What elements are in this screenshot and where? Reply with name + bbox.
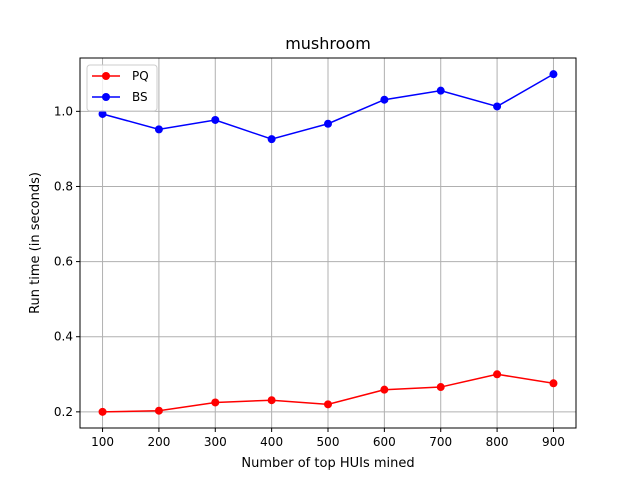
legend-marker-pq: [102, 72, 110, 80]
y-axis-label: Run time (in seconds): [28, 172, 43, 314]
y-tick-label: 1.0: [54, 104, 73, 118]
data-point-pq: [211, 398, 220, 407]
data-point-bs: [549, 70, 558, 79]
y-axis-ticks: 0.2 0.4 0.6 0.8 1.0: [54, 104, 80, 419]
data-point-pq: [380, 385, 389, 394]
data-point-bs: [436, 86, 445, 95]
x-tick-label: 100: [91, 435, 114, 449]
data-point-pq: [436, 383, 445, 392]
grid-lines: [80, 58, 576, 428]
x-tick-label: 300: [204, 435, 227, 449]
x-tick-label: 800: [486, 435, 509, 449]
data-point-pq: [493, 370, 502, 379]
data-point-pq: [267, 396, 276, 405]
chart-title: mushroom: [285, 34, 371, 53]
legend-marker-bs: [102, 93, 110, 101]
data-point-bs: [211, 115, 220, 124]
y-tick-label: 0.6: [54, 255, 73, 269]
x-tick-label: 700: [429, 435, 452, 449]
data-point-bs: [324, 119, 332, 128]
legend: PQ BS: [86, 64, 158, 112]
legend-label-bs: BS: [132, 90, 148, 104]
y-tick-label: 0.2: [54, 405, 73, 419]
x-axis-label: Number of top HUIs mined: [241, 456, 414, 471]
x-axis-ticks: 100 200 300 400 500 600 700 800 900: [91, 428, 565, 449]
data-point-pq: [154, 406, 163, 415]
data-point-bs: [267, 135, 276, 144]
x-tick-label: 900: [542, 435, 565, 449]
x-tick-label: 200: [147, 435, 170, 449]
data-point-pq: [324, 400, 332, 409]
x-tick-label: 600: [373, 435, 396, 449]
x-tick-label: 400: [260, 435, 283, 449]
x-tick-label: 500: [317, 435, 340, 449]
data-point-pq: [98, 407, 107, 416]
y-tick-label: 0.8: [54, 179, 73, 193]
y-tick-label: 0.4: [54, 330, 73, 344]
data-point-bs: [154, 125, 163, 134]
data-point-bs: [98, 109, 107, 118]
series-layer: [98, 70, 558, 416]
data-point-bs: [380, 95, 389, 104]
data-point-bs: [493, 102, 502, 111]
legend-label-pq: PQ: [132, 69, 149, 83]
data-point-pq: [549, 379, 558, 388]
